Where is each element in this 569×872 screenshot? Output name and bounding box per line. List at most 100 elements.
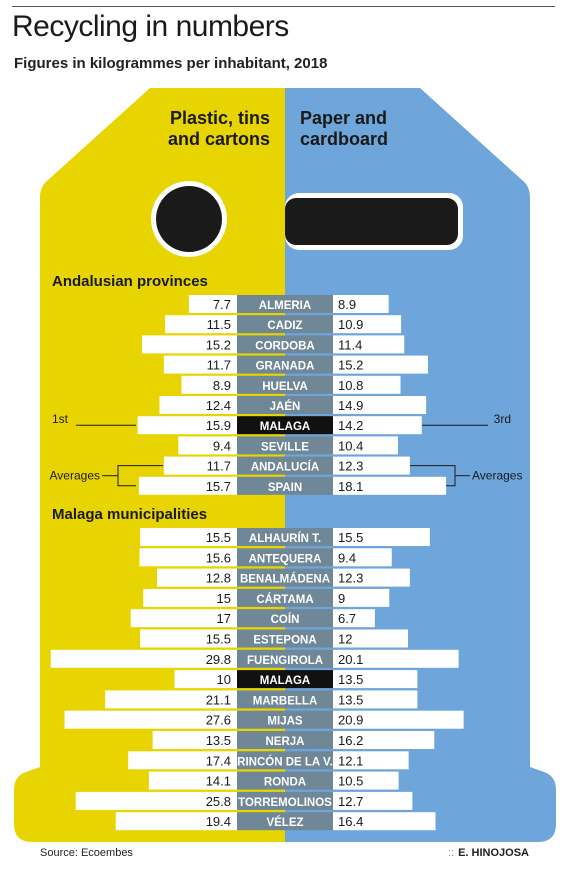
row-label: CORDOBA	[255, 340, 314, 352]
value-right: 6.7	[338, 611, 356, 626]
value-left: 11.5	[207, 317, 231, 332]
row-label: ANDALUCÍA	[251, 461, 319, 474]
row-label-band	[237, 629, 333, 648]
value-right: 20.9	[338, 713, 363, 728]
bar-right	[333, 548, 392, 567]
row-label-band	[237, 315, 333, 334]
row-label-band	[237, 731, 333, 749]
bar-left	[188, 295, 237, 313]
bar-right	[333, 710, 464, 729]
row-label-band	[237, 456, 333, 475]
row-label: SEVILLE	[261, 441, 309, 453]
value-left: 15.5	[206, 632, 231, 647]
bar-right	[333, 456, 410, 475]
value-left: 15.5	[206, 530, 231, 545]
row-label-band	[237, 548, 333, 567]
row-label: RONDA	[264, 777, 306, 789]
bar-left	[165, 315, 237, 334]
row-label: FUENGIROLA	[247, 655, 323, 667]
value-right: 14.9	[338, 398, 363, 413]
value-left: 15	[217, 591, 231, 606]
bar-left	[178, 436, 237, 455]
value-left: 15.7	[206, 479, 231, 494]
bar-left	[174, 670, 237, 689]
averages-right-label: Averages	[472, 469, 522, 483]
value-right: 16.2	[338, 733, 363, 748]
bar-right	[333, 416, 422, 435]
bar-left	[148, 771, 237, 790]
bar-right	[333, 295, 389, 313]
group-title: Malaga municipalities	[52, 506, 207, 523]
value-left: 17.4	[206, 753, 231, 768]
value-right: 11.4	[338, 337, 362, 352]
bar-right	[333, 731, 435, 749]
value-left: 27.6	[206, 713, 231, 728]
credit-name: E. HINOJOSA	[458, 847, 529, 859]
value-left: 29.8	[206, 652, 231, 667]
value-right: 13.5	[338, 692, 363, 707]
bar-right	[333, 528, 430, 546]
right-header-line: cardboard	[300, 129, 388, 149]
bars: Andalusian provinces 7.7 8.9 ALMERIA 11.5 10.…	[50, 273, 464, 831]
bar-left	[159, 396, 237, 414]
value-right: 10.4	[338, 438, 363, 453]
row-label: SPAIN	[268, 482, 302, 494]
value-left: 7.7	[213, 297, 231, 312]
annotations: 1st 3rd Averages Averages	[50, 412, 522, 487]
bar-left	[105, 690, 237, 709]
row-label: HUELVA	[262, 381, 308, 393]
row-label: ANTEQUERA	[249, 553, 322, 565]
bar-right	[333, 355, 428, 374]
row-label-band	[237, 649, 333, 668]
row-label-band	[237, 588, 333, 607]
bar-right	[333, 476, 447, 495]
bar-left	[130, 609, 237, 628]
bar-left	[181, 375, 237, 394]
value-left: 15.9	[206, 418, 231, 433]
value-right: 14.2	[338, 418, 363, 433]
value-left: 12.8	[206, 571, 231, 586]
value-left: 10	[217, 672, 231, 687]
bar-right	[333, 396, 427, 414]
row-label: GRANADA	[256, 361, 315, 373]
row-label: COÍN	[271, 613, 300, 626]
chart-subtitle: Figures in kilogrammes per inhabitant, 2…	[14, 55, 328, 72]
bar-left	[140, 629, 237, 648]
row-label-band	[237, 710, 333, 729]
value-left: 12.4	[206, 398, 231, 413]
row-label-band	[237, 476, 333, 495]
row-label-band	[237, 771, 333, 790]
bar-left	[50, 649, 237, 668]
group-title: Andalusian provinces	[52, 273, 208, 290]
value-right: 15.2	[338, 358, 363, 373]
value-right: 12.7	[338, 794, 363, 809]
bar-right	[333, 791, 413, 810]
bin-slot-icon	[285, 198, 458, 245]
bar-right	[333, 751, 409, 770]
row-label-band	[237, 295, 333, 313]
bar-left	[152, 731, 237, 749]
value-left: 17	[217, 611, 231, 626]
row-label-band	[237, 335, 333, 354]
value-right: 10.9	[338, 317, 363, 332]
bar-right	[333, 568, 410, 587]
row-label-band	[237, 690, 333, 709]
bar-right	[333, 629, 408, 648]
row-label-band	[237, 751, 333, 770]
value-right: 10.8	[338, 378, 363, 393]
credit-dots-icon: ::	[447, 847, 455, 859]
value-left: 14.1	[206, 774, 231, 789]
value-left: 13.5	[206, 733, 231, 748]
bar-left	[75, 791, 237, 810]
value-right: 13.5	[338, 672, 363, 687]
row-label-band	[237, 791, 333, 810]
value-right: 8.9	[338, 297, 356, 312]
bar-left	[142, 335, 237, 354]
row-label: ESTEPONA	[253, 635, 316, 647]
row-label-band	[237, 396, 333, 414]
bar-left	[163, 456, 237, 475]
row-label: MALAGA	[260, 421, 310, 433]
bar-right	[333, 335, 405, 354]
value-right: 9.4	[338, 550, 356, 565]
row-label-band	[237, 568, 333, 587]
